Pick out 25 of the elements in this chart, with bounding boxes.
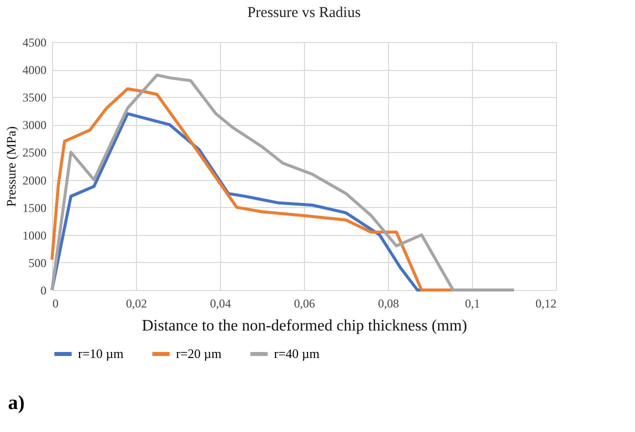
y-axis-title: Pressure (MPa) (4, 126, 18, 207)
x-tick-label: 0,06 (294, 296, 315, 310)
y-tick-label: 0 (40, 284, 46, 298)
legend-label: r=20 µm (176, 346, 222, 361)
chart-title: Pressure vs Radius (247, 5, 361, 21)
x-tick-label: 0,12 (536, 296, 556, 310)
y-tick-label: 4500 (22, 36, 46, 50)
y-tick-label: 1500 (22, 200, 46, 215)
legend-label: r=40 µm (274, 346, 320, 361)
line-series (50, 74, 516, 292)
y-tick-label: 4000 (22, 63, 46, 78)
x-tick-label: 0,08 (378, 296, 399, 310)
y-tick-label: 1000 (22, 228, 46, 242)
y-tick-label: 3000 (22, 118, 46, 132)
x-tick-label: 0 (52, 296, 58, 310)
text: a) (8, 392, 25, 415)
y-tick-label: 3500 (22, 90, 46, 105)
y-tick-label: 2500 (22, 146, 46, 160)
x-tick-label: 0,04 (210, 296, 231, 310)
x-axis-title: Distance to the non-deformed chip thickness (mm) (142, 318, 468, 334)
x-tick-label: 0,1 (465, 296, 480, 310)
x-tick-label: 0,02 (126, 296, 147, 310)
legend-label: r=10 µm (78, 346, 124, 361)
y-tick-label: 500 (28, 256, 46, 270)
y-tick-label: 2000 (22, 173, 46, 188)
